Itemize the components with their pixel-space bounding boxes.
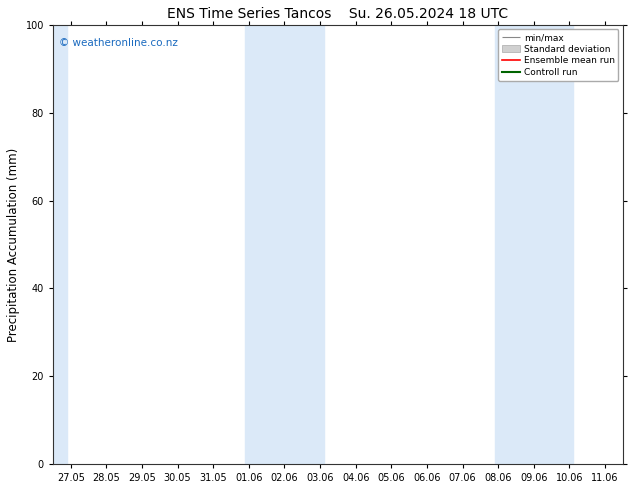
Bar xyxy=(53,25,67,464)
Bar xyxy=(495,25,573,464)
Title: ENS Time Series Tancos    Su. 26.05.2024 18 UTC: ENS Time Series Tancos Su. 26.05.2024 18… xyxy=(167,7,508,21)
Y-axis label: Precipitation Accumulation (mm): Precipitation Accumulation (mm) xyxy=(7,147,20,342)
Text: © weatheronline.co.nz: © weatheronline.co.nz xyxy=(58,38,178,48)
Legend: min/max, Standard deviation, Ensemble mean run, Controll run: min/max, Standard deviation, Ensemble me… xyxy=(498,29,618,81)
Bar xyxy=(245,25,323,464)
